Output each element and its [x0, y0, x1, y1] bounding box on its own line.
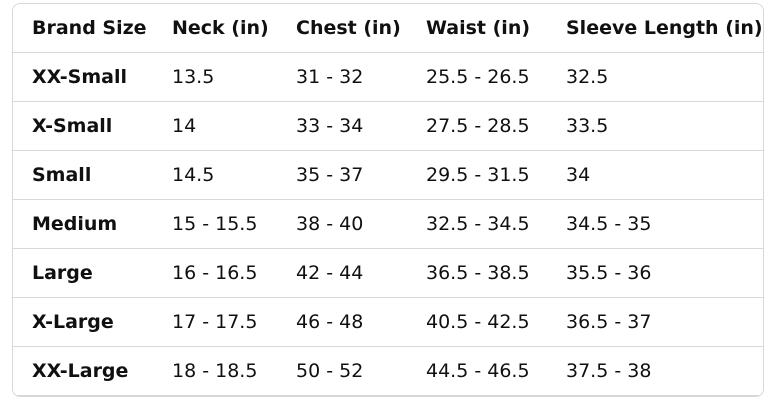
- size-table: Brand Size Neck (in) Chest (in) Waist (in) S…: [13, 4, 763, 396]
- measure-cell: 33.5: [547, 101, 763, 151]
- header-cell: Sleeve Length (in): [547, 4, 763, 53]
- header-cell: Waist (in): [407, 4, 547, 53]
- measure-cell: 33 - 34: [277, 101, 407, 151]
- table-row: Small 14.5 35 - 37 29.5 - 31.5 34: [13, 150, 763, 200]
- measure-cell: 34: [547, 150, 763, 200]
- table-body: XX-Small 13.5 31 - 32 25.5 - 26.5 32.5 X-Smal…: [13, 52, 763, 396]
- table-row: Large 16 - 16.5 42 - 44 36.5 - 38.5 35.5 - 3…: [13, 248, 763, 298]
- measure-cell: 46 - 48: [277, 297, 407, 347]
- measure-cell: 38 - 40: [277, 199, 407, 249]
- header-row: Brand Size Neck (in) Chest (in) Waist (in) S…: [13, 4, 763, 53]
- measure-cell: 34.5 - 35: [547, 199, 763, 249]
- table-row: X-Small 14 33 - 34 27.5 - 28.5 33.5: [13, 101, 763, 151]
- size-cell: Large: [13, 248, 153, 298]
- measure-cell: 16 - 16.5: [153, 248, 277, 298]
- measure-cell: 35 - 37: [277, 150, 407, 200]
- header-cell: Brand Size: [13, 4, 153, 53]
- measure-cell: 15 - 15.5: [153, 199, 277, 249]
- size-cell: X-Small: [13, 101, 153, 151]
- table-row: X-Large 17 - 17.5 46 - 48 40.5 - 42.5 36.5 -…: [13, 297, 763, 347]
- table-row: Medium 15 - 15.5 38 - 40 32.5 - 34.5 34.5 - …: [13, 199, 763, 249]
- measure-cell: 36.5 - 37: [547, 297, 763, 347]
- table-row: XX-Large 18 - 18.5 50 - 52 44.5 - 46.5 37.5 …: [13, 346, 763, 396]
- size-cell: Medium: [13, 199, 153, 249]
- measure-cell: 32.5 - 34.5: [407, 199, 547, 249]
- measure-cell: 27.5 - 28.5: [407, 101, 547, 151]
- measure-cell: 14.5: [153, 150, 277, 200]
- size-cell: Small: [13, 150, 153, 200]
- measure-cell: 13.5: [153, 52, 277, 102]
- size-cell: XX-Large: [13, 346, 153, 396]
- size-table-container: Brand Size Neck (in) Chest (in) Waist (in) S…: [12, 3, 764, 397]
- measure-cell: 40.5 - 42.5: [407, 297, 547, 347]
- measure-cell: 44.5 - 46.5: [407, 346, 547, 396]
- size-cell: X-Large: [13, 297, 153, 347]
- measure-cell: 50 - 52: [277, 346, 407, 396]
- measure-cell: 29.5 - 31.5: [407, 150, 547, 200]
- size-cell: XX-Small: [13, 52, 153, 102]
- measure-cell: 17 - 17.5: [153, 297, 277, 347]
- header-cell: Chest (in): [277, 4, 407, 53]
- measure-cell: 31 - 32: [277, 52, 407, 102]
- measure-cell: 18 - 18.5: [153, 346, 277, 396]
- measure-cell: 42 - 44: [277, 248, 407, 298]
- measure-cell: 36.5 - 38.5: [407, 248, 547, 298]
- header-cell: Neck (in): [153, 4, 277, 53]
- table-row: XX-Small 13.5 31 - 32 25.5 - 26.5 32.5: [13, 52, 763, 102]
- measure-cell: 37.5 - 38: [547, 346, 763, 396]
- measure-cell: 32.5: [547, 52, 763, 102]
- measure-cell: 35.5 - 36: [547, 248, 763, 298]
- measure-cell: 25.5 - 26.5: [407, 52, 547, 102]
- measure-cell: 14: [153, 101, 277, 151]
